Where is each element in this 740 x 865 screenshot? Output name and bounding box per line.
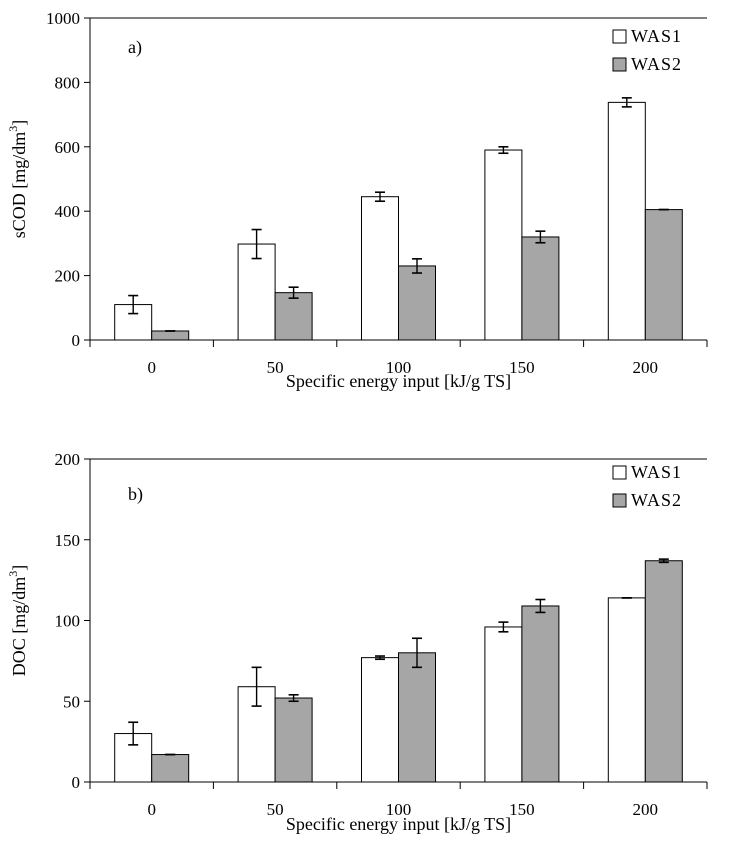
error-bar bbox=[375, 655, 385, 661]
x-tick-label: 150 bbox=[509, 800, 535, 819]
bar-was2 bbox=[274, 292, 313, 341]
panel-label: b) bbox=[128, 484, 143, 505]
y-tick-label: 150 bbox=[55, 531, 81, 550]
x-tick-label: 100 bbox=[386, 358, 412, 377]
bar-was2 bbox=[521, 605, 560, 783]
x-tick-label: 50 bbox=[267, 358, 284, 377]
bar-was1 bbox=[361, 657, 399, 783]
legend-swatch-was2 bbox=[612, 493, 627, 508]
bar-was2 bbox=[644, 560, 683, 783]
bar-was2 bbox=[398, 265, 436, 341]
error-bar bbox=[535, 230, 546, 244]
bar-was2 bbox=[398, 652, 436, 783]
error-bar bbox=[658, 558, 669, 564]
legend-swatch-was1 bbox=[612, 29, 627, 44]
x-tick-label: 50 bbox=[267, 800, 284, 819]
panel-label: a) bbox=[128, 37, 142, 58]
bar-was2 bbox=[521, 236, 560, 341]
bar-was2 bbox=[151, 754, 190, 783]
legend-swatch-was2 bbox=[612, 57, 627, 72]
error-bar bbox=[498, 146, 509, 155]
y-axis-title: DOC [mg/dm3] bbox=[6, 565, 29, 677]
error-bar bbox=[412, 258, 422, 274]
bar-was1 bbox=[607, 101, 646, 341]
bar-was1 bbox=[361, 196, 399, 341]
legend-label-was2: WAS2 bbox=[631, 490, 682, 510]
x-tick-label: 150 bbox=[509, 358, 535, 377]
x-tick-label: 200 bbox=[633, 358, 659, 377]
x-tick-label: 0 bbox=[147, 800, 156, 819]
legend-label-was1: WAS1 bbox=[631, 26, 682, 46]
error-bar bbox=[251, 666, 262, 707]
legend-label-was2: WAS2 bbox=[631, 54, 682, 74]
y-tick-label: 200 bbox=[55, 450, 81, 469]
x-axis-title: Specific energy input [kJ/g TS] bbox=[286, 371, 511, 391]
chart-panel-b: 0 50 100 150 200 0 50 100 150 200 b) WAS1 WAS2 Specif… bbox=[6, 450, 708, 834]
y-tick-label: 100 bbox=[55, 612, 81, 631]
error-bar bbox=[621, 97, 632, 108]
error-bar bbox=[288, 286, 299, 299]
x-tick-label: 0 bbox=[147, 358, 156, 377]
y-tick-label: 800 bbox=[55, 73, 81, 92]
x-tick-label: 100 bbox=[386, 800, 412, 819]
y-tick-label: 0 bbox=[72, 331, 81, 350]
error-bar bbox=[535, 598, 546, 614]
y-tick-label: 0 bbox=[72, 773, 81, 792]
bar-was2 bbox=[274, 697, 313, 783]
bar-was1 bbox=[484, 149, 523, 341]
bar-was2 bbox=[151, 330, 190, 341]
bar-was1 bbox=[237, 243, 276, 341]
y-tick-label: 50 bbox=[63, 692, 80, 711]
y-tick-label: 200 bbox=[55, 267, 81, 286]
error-bar bbox=[375, 191, 385, 203]
legend-swatch-was1 bbox=[612, 465, 627, 480]
legend-label-was1: WAS1 bbox=[631, 462, 682, 482]
error-bar bbox=[498, 621, 509, 633]
error-bar bbox=[251, 228, 262, 260]
error-bar bbox=[128, 294, 139, 315]
y-tick-label: 1000 bbox=[46, 9, 80, 28]
y-tick-label: 400 bbox=[55, 202, 81, 221]
bar-was1 bbox=[607, 597, 646, 783]
y-axis-title: sCOD [mg/dm3] bbox=[6, 120, 29, 239]
y-tick-label: 600 bbox=[55, 138, 81, 157]
error-bar bbox=[288, 693, 299, 703]
error-bar bbox=[128, 721, 139, 746]
x-axis-title: Specific energy input [kJ/g TS] bbox=[286, 814, 511, 834]
chart-panel-a: 0 200 400 600 800 1000 0 50 100 150 200 a) WAS1 WAS2 S… bbox=[6, 9, 708, 391]
x-tick-label: 200 bbox=[633, 800, 659, 819]
error-bar bbox=[412, 637, 422, 669]
bar-was2 bbox=[644, 209, 683, 341]
bar-was1 bbox=[484, 626, 523, 783]
